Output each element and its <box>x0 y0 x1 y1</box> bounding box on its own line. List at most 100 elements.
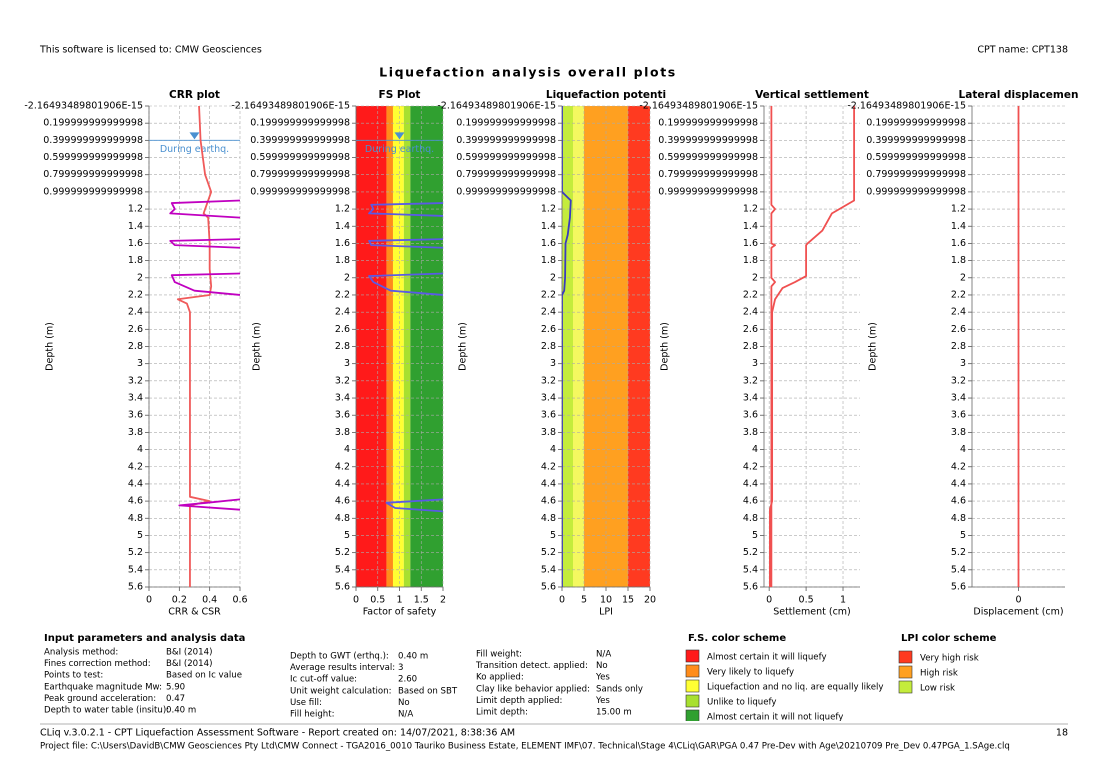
parameter-label: Limit depth: <box>476 708 528 718</box>
y-tick-label: 0.199999999999998 <box>658 118 758 129</box>
y-tick-label: 1.6 <box>335 238 350 249</box>
water-table-label: During earthq. <box>365 144 434 155</box>
y-tick-label: 5.6 <box>541 582 556 593</box>
y-tick-label: 4.8 <box>951 513 966 524</box>
legend-label: High risk <box>920 669 958 679</box>
y-tick-label: 1.6 <box>128 238 143 249</box>
y-tick-label: 4 <box>550 444 556 455</box>
x-axis-label: Displacement (cm) <box>973 607 1063 618</box>
report-title: Liquefaction analysis overall plots <box>379 65 677 80</box>
y-tick-label: 4.8 <box>128 513 143 524</box>
depth-chart: Vertical settlement Settlement (cm) Depth … <box>639 89 869 618</box>
y-tick-label: 0.599999999999998 <box>250 152 350 163</box>
license-text: This software is licensed to: CMW Geosci… <box>39 45 262 56</box>
water-table-marker <box>394 132 405 140</box>
y-axis-label: Depth (m) <box>252 322 263 371</box>
y-tick-label: 5.4 <box>541 564 556 575</box>
y-tick-label: 3 <box>550 358 556 369</box>
y-tick-label: 3.8 <box>541 427 556 438</box>
y-tick-label: 4.6 <box>541 496 556 507</box>
series-line <box>562 106 572 587</box>
y-tick-label: 3.8 <box>128 427 143 438</box>
y-tick-label: 0.199999999999998 <box>456 118 556 129</box>
y-tick-label: 2.6 <box>335 324 350 335</box>
y-tick-label: 0.599999999999998 <box>866 152 966 163</box>
parameter-value: No <box>596 661 608 671</box>
y-axis-label: Depth (m) <box>45 322 56 371</box>
y-tick-label: 5.4 <box>951 564 966 575</box>
x-tick-label: 1 <box>396 595 402 606</box>
parameter-label: Earthquake magnitude Mw: <box>44 682 162 692</box>
parameter-label: Average results interval: <box>290 663 395 673</box>
parameter-value: 0.40 m <box>398 652 428 662</box>
x-tick-label: 0.6 <box>232 595 247 606</box>
y-tick-label: 4.4 <box>951 478 966 489</box>
y-tick-label: 2.2 <box>743 289 758 300</box>
parameter-label: Clay like behavior applied: <box>476 684 590 694</box>
x-tick-label: 15 <box>622 595 634 606</box>
y-tick-label: 3.2 <box>743 375 758 386</box>
y-tick-label: 2.2 <box>951 289 966 300</box>
parameter-label: Limit depth applied: <box>476 696 562 706</box>
footer-software: CLiq v.3.0.2.1 - CPT Liquefaction Assess… <box>40 728 515 739</box>
y-tick-label: 4.4 <box>743 478 758 489</box>
y-tick-label: 2.2 <box>335 289 350 300</box>
y-tick-label: 4.8 <box>335 513 350 524</box>
y-tick-label: 5.4 <box>128 564 143 575</box>
y-tick-label: 0.399999999999998 <box>866 135 966 146</box>
y-tick-label: 0.799999999999998 <box>456 169 556 180</box>
parameter-value: Yes <box>595 673 610 683</box>
legend-swatch <box>685 709 700 721</box>
water-table-marker <box>189 132 200 140</box>
parameter-value: 5.90 <box>166 682 185 692</box>
parameter-value: Yes <box>595 696 610 706</box>
y-tick-label: 4.4 <box>128 478 143 489</box>
parameter-value: B&I (2014) <box>166 648 212 658</box>
x-tick-label: 20 <box>644 595 656 606</box>
y-tick-label: 5.2 <box>951 547 966 558</box>
y-tick-label: 0.199999999999998 <box>250 118 350 129</box>
y-tick-label: 5 <box>752 530 758 541</box>
y-tick-label: 5.2 <box>128 547 143 558</box>
y-tick-label: 1.6 <box>541 238 556 249</box>
y-tick-label: 5.4 <box>335 564 350 575</box>
y-tick-label: 0.999999999999998 <box>658 186 758 197</box>
plot-title: FS Plot <box>379 89 421 101</box>
parameter-label: Use fill: <box>290 698 322 708</box>
parameter-value: Based on Ic value <box>166 671 242 681</box>
legend-label: Low risk <box>920 684 955 694</box>
legend-swatch <box>898 650 913 664</box>
y-tick-label: 3.2 <box>335 375 350 386</box>
y-tick-label: -2.16493489801906E-15 <box>847 101 966 112</box>
y-tick-label: 5.2 <box>541 547 556 558</box>
legend-label: Almost certain it will liquefy <box>707 653 827 663</box>
x-tick-label: 2 <box>440 595 446 606</box>
legend-swatch <box>685 649 700 663</box>
y-tick-label: 3.2 <box>128 375 143 386</box>
parameter-label: Transition detect. applied: <box>475 661 588 671</box>
x-tick-label: 0 <box>766 595 772 606</box>
legends: F.S. color scheme Almost certain it will … <box>685 633 997 723</box>
y-tick-label: 0.399999999999998 <box>43 135 143 146</box>
y-tick-label: 1.4 <box>743 221 758 232</box>
y-tick-label: 3 <box>960 358 966 369</box>
legend-label: Almost certain it will not liquefy <box>707 713 843 723</box>
series-group: During earthq. <box>149 105 240 587</box>
y-tick-label: 1.4 <box>335 221 350 232</box>
parameter-label: Depth to GWT (erthq.): <box>290 652 389 662</box>
y-tick-label: 3.4 <box>743 393 758 404</box>
x-tick-label: 0 <box>353 595 359 606</box>
series-line <box>770 106 776 587</box>
y-tick-label: 1.6 <box>743 238 758 249</box>
y-tick-label: 2.2 <box>128 289 143 300</box>
y-tick-label: 2.8 <box>335 341 350 352</box>
y-tick-label: 1.6 <box>951 238 966 249</box>
y-tick-label: 4 <box>752 444 758 455</box>
y-tick-label: 1.2 <box>743 204 758 215</box>
series-group <box>562 106 572 587</box>
cpt-name: CPT name: CPT138 <box>977 45 1068 56</box>
y-tick-label: 3.6 <box>128 410 143 421</box>
parameter-value: No <box>398 698 410 708</box>
